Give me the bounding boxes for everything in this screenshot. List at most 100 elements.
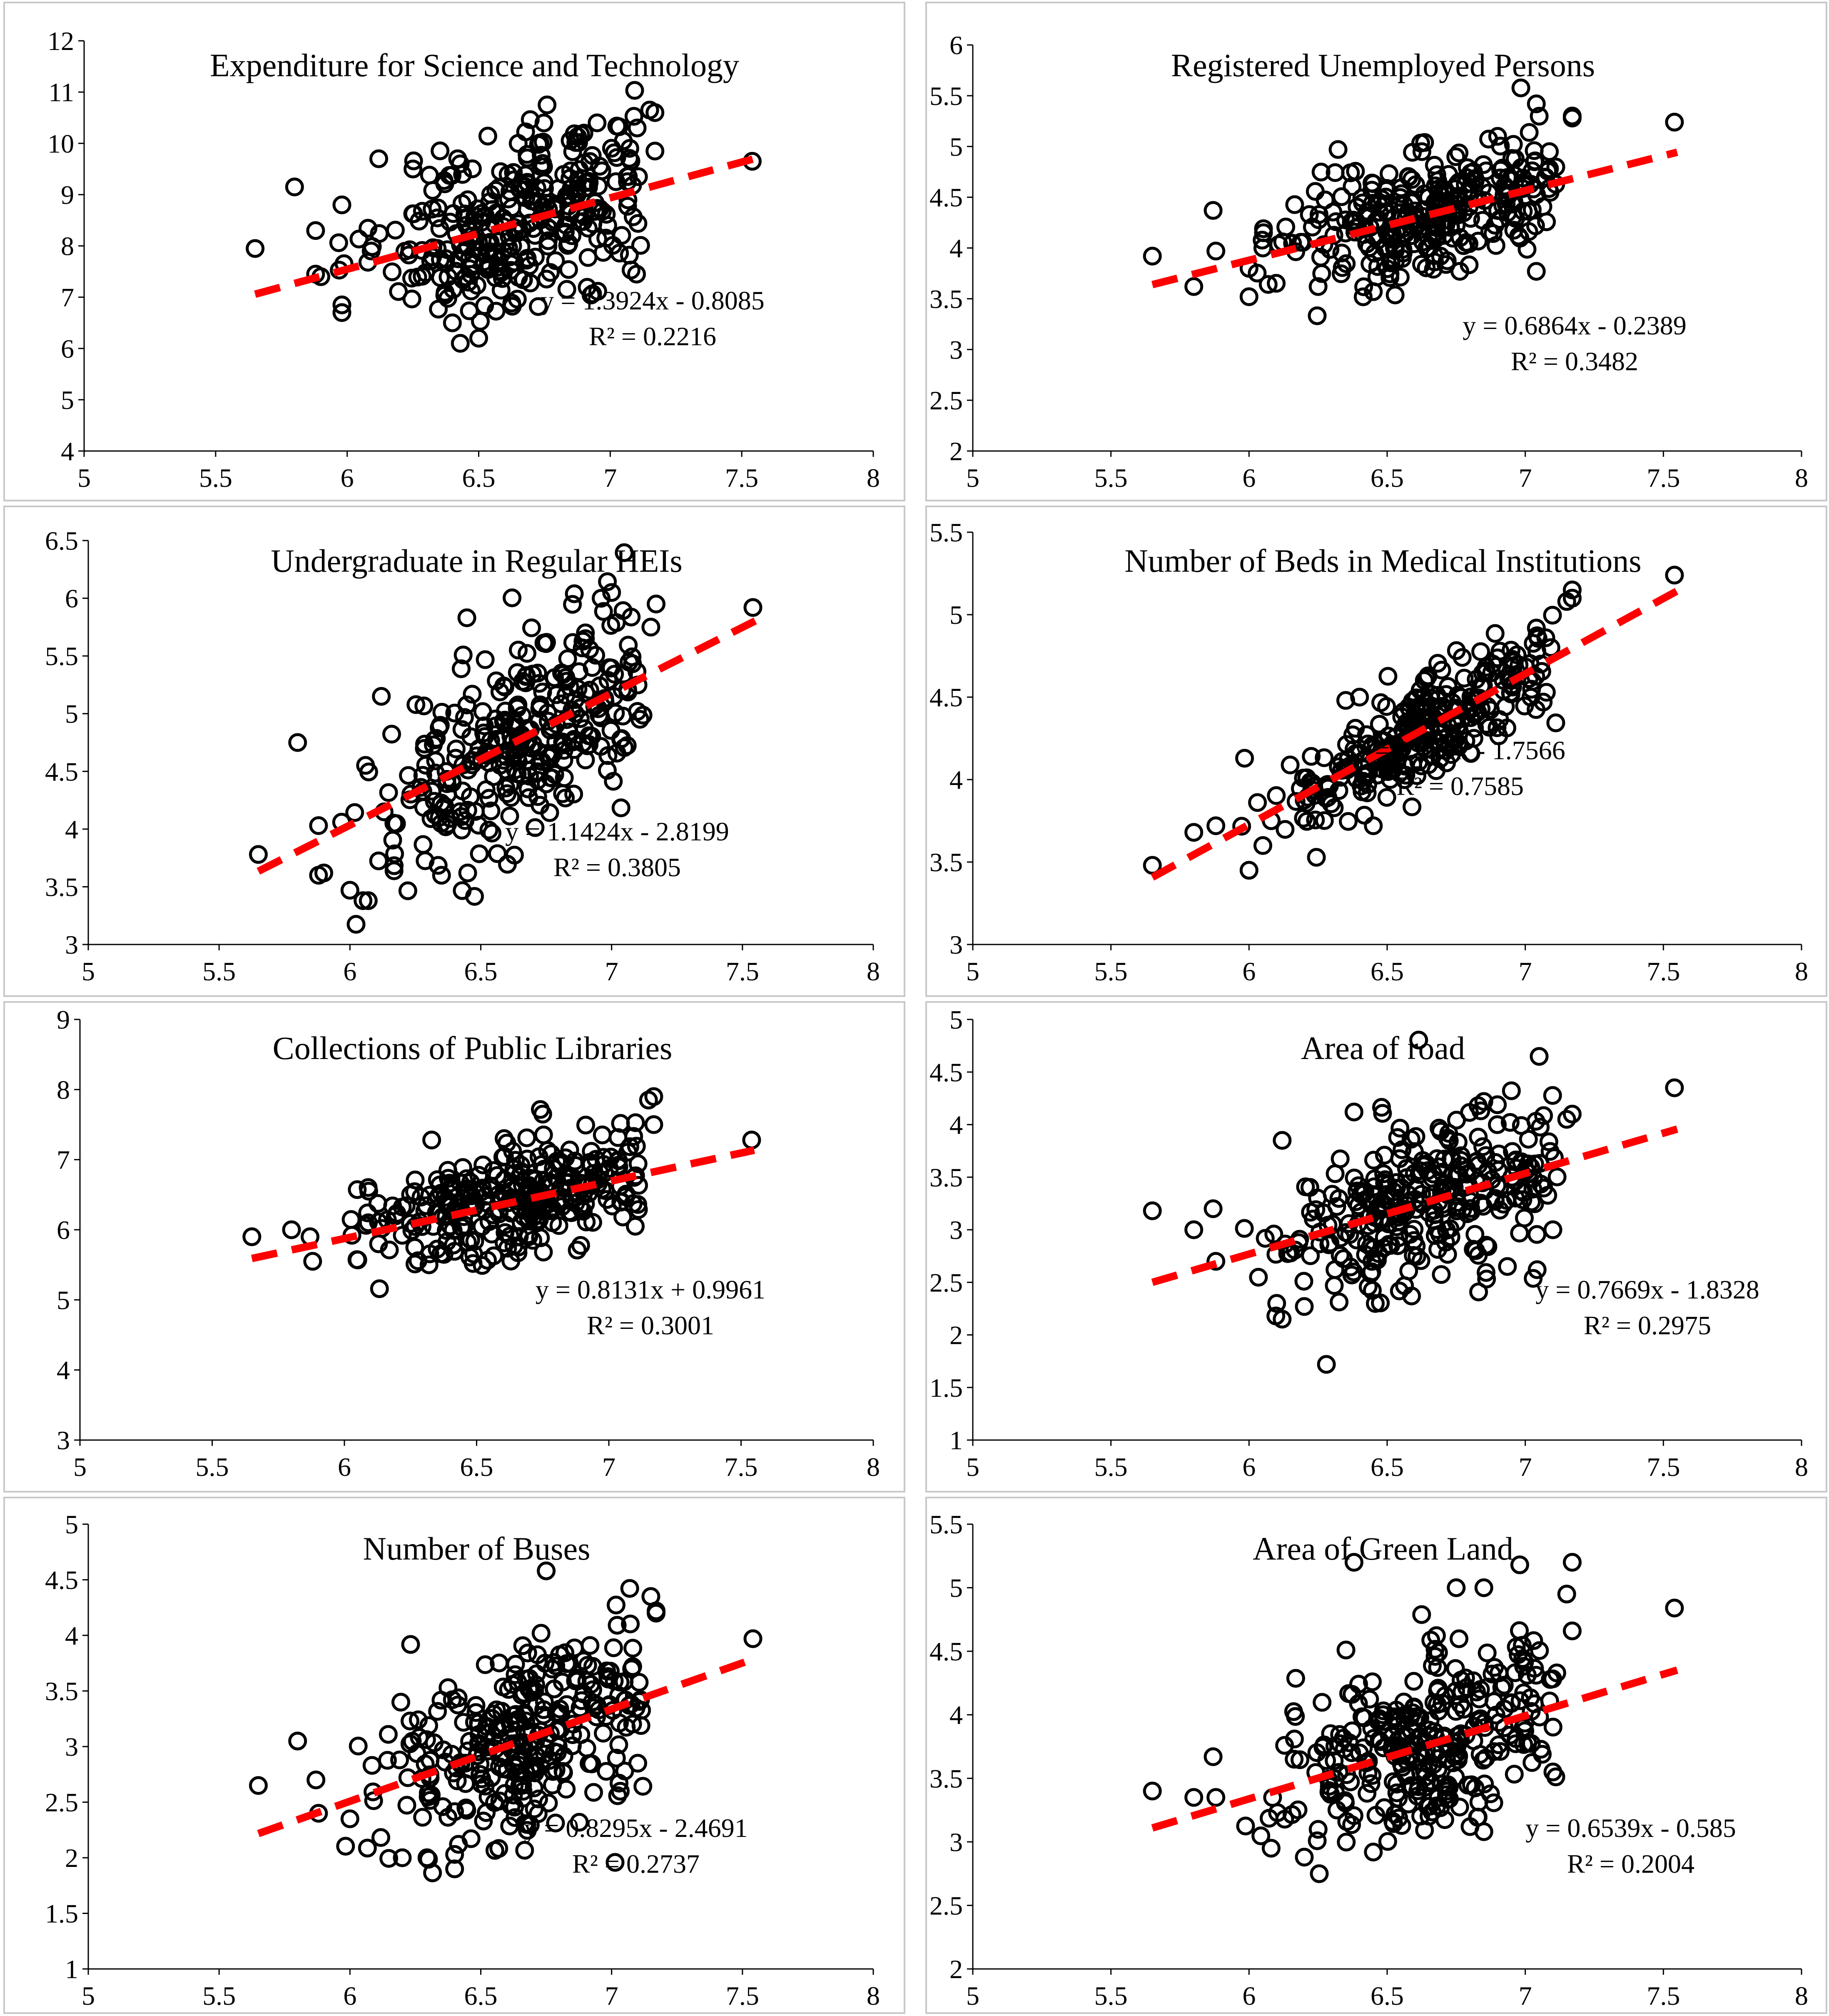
- data-point: [406, 1217, 425, 1236]
- chart-svg: 3 3.5 4 4.5 5 5.5 5 5.5 6 6.5 7 7.5 8 Number of Beds …: [929, 518, 1808, 986]
- data-point: [393, 1226, 412, 1245]
- x-tick-label: 6.5: [464, 1981, 498, 2011]
- chart-svg: 3 3.5 4 4.5 5 5.5 6 6.5 5 5.5 6 6.5 7 7.5 8 Undergradua…: [45, 526, 880, 986]
- data-point: [611, 1782, 630, 1801]
- x-tick-label: 6: [343, 1981, 356, 2011]
- data-point: [489, 252, 508, 270]
- data-point: [1515, 696, 1534, 715]
- data-point: [1474, 1092, 1493, 1111]
- data-point: [1351, 776, 1371, 795]
- data-point: [288, 1732, 307, 1751]
- x-tick-label: 6: [341, 463, 354, 493]
- data-point: [1539, 1132, 1558, 1151]
- data-point: [1256, 1229, 1275, 1248]
- data-point: [569, 133, 588, 152]
- data-point: [1415, 671, 1434, 690]
- data-point: [1665, 1078, 1684, 1097]
- data-point: [1322, 794, 1341, 813]
- data-point: [1543, 1717, 1562, 1737]
- data-point: [432, 866, 451, 885]
- data-point: [1327, 1800, 1346, 1819]
- y-tick-label: 2: [949, 436, 963, 466]
- data-point: [454, 645, 473, 665]
- y-tick-label: 3: [65, 930, 78, 959]
- data-point: [1485, 216, 1505, 235]
- y-tick-label: 5: [949, 1573, 963, 1603]
- trend-line: [1151, 148, 1678, 289]
- data-point: [1143, 247, 1162, 266]
- data-point: [1458, 158, 1477, 177]
- r-squared: R² = 0.3805: [553, 852, 681, 882]
- data-point: [1315, 748, 1334, 767]
- panel-area-of-road: 1 1.5 2 2.5 3 3.5 4 4.5 5 5 5.5 6 6.5 7 7.5 8 Area of ro…: [925, 1001, 1827, 1493]
- y-tick-label: 5: [57, 1285, 70, 1315]
- x-tick-label: 7.5: [1647, 1452, 1680, 1482]
- data-point: [1557, 1585, 1576, 1604]
- data-point: [1500, 1113, 1520, 1132]
- data-point: [535, 179, 554, 198]
- data-point: [633, 1777, 653, 1796]
- y-tick-label: 5: [65, 1510, 78, 1539]
- data-point: [1485, 1189, 1505, 1208]
- data-point: [1425, 1211, 1444, 1230]
- data-point: [309, 866, 328, 885]
- data-point: [541, 263, 560, 282]
- data-point: [616, 1187, 635, 1206]
- data-point: [478, 127, 497, 146]
- data-point: [619, 635, 638, 655]
- scatter-points: [249, 543, 762, 934]
- data-point: [1368, 231, 1388, 250]
- data-point: [451, 334, 470, 353]
- data-point: [1258, 275, 1278, 294]
- data-point: [645, 103, 665, 122]
- data-point: [463, 685, 482, 704]
- data-point: [1435, 1149, 1454, 1169]
- trend-equation: y = 0.8131x + 0.9961: [536, 1275, 765, 1304]
- data-point: [533, 1104, 552, 1124]
- data-point: [346, 915, 366, 934]
- data-point: [1524, 1631, 1543, 1650]
- data-point: [553, 1762, 573, 1781]
- data-point: [1538, 1186, 1557, 1205]
- data-point: [644, 1115, 663, 1134]
- data-point: [576, 623, 595, 643]
- data-point: [578, 278, 597, 297]
- data-point: [1429, 1679, 1448, 1698]
- data-point: [1413, 697, 1433, 716]
- x-tick-label: 8: [1795, 957, 1808, 986]
- data-point: [1503, 207, 1523, 226]
- data-point: [430, 718, 449, 738]
- y-tick-label: 4: [949, 1110, 963, 1140]
- data-point: [526, 818, 545, 837]
- data-point: [503, 297, 522, 316]
- data-point: [1523, 1753, 1542, 1772]
- data-point: [530, 699, 549, 718]
- data-point: [1306, 182, 1325, 201]
- x-tick-label: 8: [867, 1452, 880, 1482]
- data-point: [419, 1850, 438, 1869]
- data-point: [404, 159, 423, 179]
- data-point: [1344, 1262, 1363, 1281]
- data-point: [416, 263, 435, 282]
- data-point: [1390, 1119, 1410, 1138]
- data-point: [623, 647, 642, 666]
- data-point: [533, 132, 553, 152]
- trend-equation: y = 1.3924x - 0.8085: [541, 286, 764, 315]
- data-point: [1297, 812, 1316, 831]
- data-point: [1372, 1098, 1391, 1117]
- data-point: [631, 236, 650, 255]
- data-point: [483, 1709, 501, 1728]
- data-point: [1308, 1820, 1328, 1839]
- data-point: [614, 131, 633, 150]
- data-point: [578, 248, 598, 267]
- y-tick-label: 1.5: [929, 1373, 963, 1403]
- data-point: [1546, 713, 1565, 733]
- y-tick-label: 2.5: [929, 1268, 963, 1297]
- y-tick-label: 2: [949, 1321, 963, 1350]
- y-tick-label: 3.5: [929, 284, 963, 314]
- data-point: [626, 1113, 645, 1132]
- data-point: [630, 710, 650, 729]
- data-point: [1447, 1166, 1466, 1185]
- data-point: [540, 803, 559, 822]
- data-point: [1206, 242, 1226, 261]
